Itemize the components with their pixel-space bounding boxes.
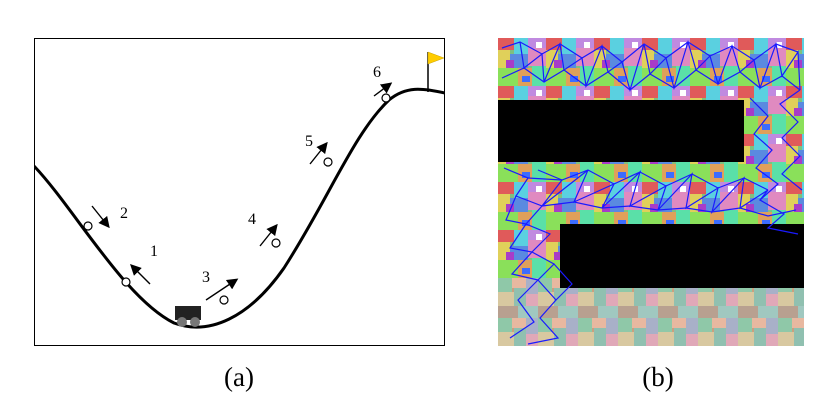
caption-b: (b)	[642, 362, 674, 392]
graph-network	[501, 39, 803, 345]
panel-a-frame	[34, 38, 445, 346]
state-label-5: 5	[305, 133, 313, 150]
state-point-3: 3	[202, 269, 239, 305]
car-icon	[175, 306, 201, 327]
state-label-3: 3	[202, 269, 210, 286]
caption-a: (a)	[224, 362, 254, 392]
state-point-6: 6	[373, 64, 393, 103]
state-point-1: 1	[121, 243, 158, 287]
state-point-4: 4	[248, 211, 281, 248]
state-point-2: 2	[83, 205, 128, 231]
goal-flag-icon	[427, 51, 445, 92]
obstacle-block-lower	[560, 224, 804, 288]
state-point-5: 5	[305, 133, 333, 167]
obstacle-block-upper	[498, 100, 744, 162]
state-label-6: 6	[373, 64, 381, 81]
region-graph-panel	[498, 38, 804, 346]
mountain-car-panel: 1 2 3 4 5 6	[34, 38, 445, 346]
state-label-4: 4	[248, 211, 256, 228]
state-label-1: 1	[150, 243, 158, 260]
state-label-2: 2	[120, 205, 128, 222]
